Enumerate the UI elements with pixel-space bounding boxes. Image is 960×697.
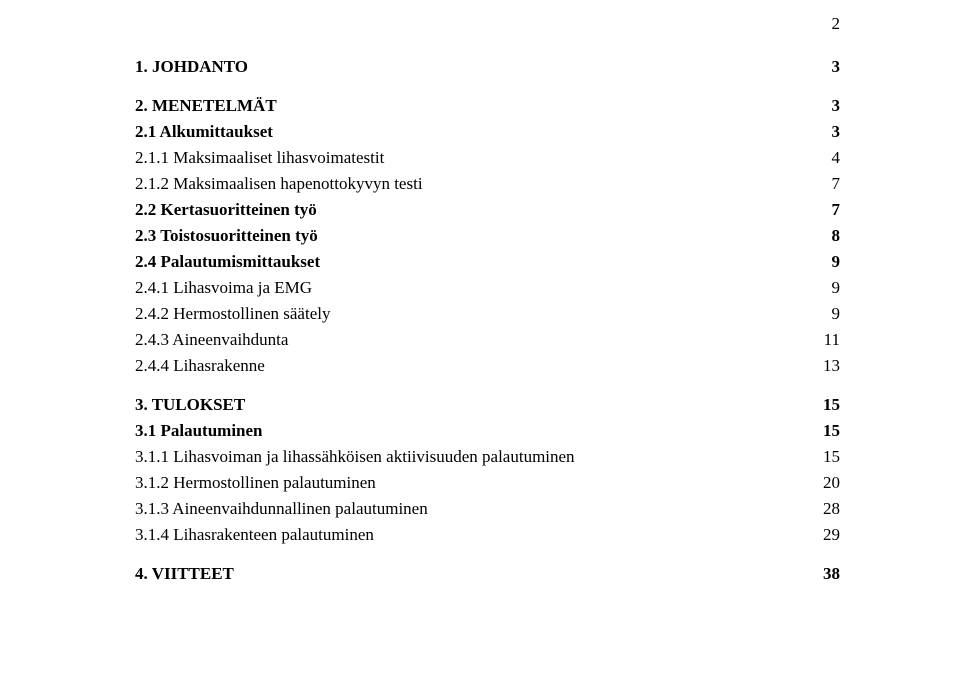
toc-entry-title: 2.4.1 Lihasvoima ja EMG bbox=[135, 279, 312, 296]
toc-entry-title: 2.1.1 Maksimaaliset lihasvoimatestit bbox=[135, 149, 384, 166]
toc-entry-title: 2.4.4 Lihasrakenne bbox=[135, 357, 265, 374]
toc-entry-title: 2.3 Toistosuoritteinen työ bbox=[135, 227, 318, 244]
toc-entry-title: 3. TULOKSET bbox=[135, 396, 245, 413]
toc-entry-title: 1. JOHDANTO bbox=[135, 58, 248, 75]
toc-entry-title: 3.1.4 Lihasrakenteen palautuminen bbox=[135, 526, 374, 543]
toc-entry-page: 9 bbox=[820, 253, 840, 270]
toc-entry: 3.1.2 Hermostollinen palautuminen 20 bbox=[135, 474, 840, 491]
toc-entry-page: 20 bbox=[820, 474, 840, 491]
toc-entry-page: 3 bbox=[820, 97, 840, 114]
toc-entry-page: 4 bbox=[820, 149, 840, 166]
toc-entry: 3.1.4 Lihasrakenteen palautuminen 29 bbox=[135, 526, 840, 543]
toc-entry-page: 11 bbox=[820, 331, 840, 348]
table-of-contents: 1. JOHDANTO32. MENETELMÄT32.1 Alkumittau… bbox=[135, 58, 840, 582]
toc-entry-page: 13 bbox=[820, 357, 840, 374]
toc-entry-title: 3.1.3 Aineenvaihdunnallinen palautuminen bbox=[135, 500, 428, 517]
toc-entry-page: 38 bbox=[820, 565, 840, 582]
toc-entry: 2. MENETELMÄT 3 bbox=[135, 97, 840, 114]
toc-entry-title: 2.4.2 Hermostollinen säätely bbox=[135, 305, 330, 322]
toc-entry-page: 9 bbox=[820, 279, 840, 296]
toc-entry: 2.1 Alkumittaukset 3 bbox=[135, 123, 840, 140]
page-number: 2 bbox=[832, 14, 841, 34]
toc-entry-page: 8 bbox=[820, 227, 840, 244]
toc-entry: 2.3 Toistosuoritteinen työ 8 bbox=[135, 227, 840, 244]
toc-entry: 3.1.1 Lihasvoiman ja lihassähköisen akti… bbox=[135, 448, 840, 465]
toc-entry-page: 15 bbox=[820, 448, 840, 465]
toc-entry-title: 2.1 Alkumittaukset bbox=[135, 123, 273, 140]
toc-entry: 2.1.1 Maksimaaliset lihasvoimatestit 4 bbox=[135, 149, 840, 166]
toc-entry: 2.4 Palautumismittaukset 9 bbox=[135, 253, 840, 270]
toc-entry-title: 3.1.2 Hermostollinen palautuminen bbox=[135, 474, 376, 491]
toc-entry-title: 2.4.3 Aineenvaihdunta bbox=[135, 331, 288, 348]
toc-entry: 3.1.3 Aineenvaihdunnallinen palautuminen… bbox=[135, 500, 840, 517]
toc-entry: 3. TULOKSET 15 bbox=[135, 396, 840, 413]
toc-entry-page: 28 bbox=[820, 500, 840, 517]
toc-entry-page: 3 bbox=[820, 123, 840, 140]
toc-entry-title: 3.1 Palautuminen bbox=[135, 422, 263, 439]
toc-entry-page: 29 bbox=[820, 526, 840, 543]
toc-entry-title: 3.1.1 Lihasvoiman ja lihassähköisen akti… bbox=[135, 448, 575, 465]
toc-entry: 2.4.2 Hermostollinen säätely 9 bbox=[135, 305, 840, 322]
toc-entry: 4. VIITTEET 38 bbox=[135, 565, 840, 582]
toc-entry: 2.4.1 Lihasvoima ja EMG 9 bbox=[135, 279, 840, 296]
toc-entry-page: 7 bbox=[820, 201, 840, 218]
toc-entry-title: 2.4 Palautumismittaukset bbox=[135, 253, 320, 270]
toc-entry-title: 2.1.2 Maksimaalisen hapenottokyvyn testi bbox=[135, 175, 423, 192]
document-page: 2 1. JOHDANTO32. MENETELMÄT32.1 Alkumitt… bbox=[0, 0, 960, 697]
toc-entry: 2.2 Kertasuoritteinen työ 7 bbox=[135, 201, 840, 218]
toc-entry-page: 3 bbox=[820, 58, 840, 75]
toc-entry-page: 15 bbox=[820, 396, 840, 413]
toc-entry: 2.4.3 Aineenvaihdunta 11 bbox=[135, 331, 840, 348]
toc-entry: 2.1.2 Maksimaalisen hapenottokyvyn testi… bbox=[135, 175, 840, 192]
toc-entry: 2.4.4 Lihasrakenne 13 bbox=[135, 357, 840, 374]
toc-entry-title: 2. MENETELMÄT bbox=[135, 97, 277, 114]
toc-entry-page: 15 bbox=[820, 422, 840, 439]
toc-entry-title: 4. VIITTEET bbox=[135, 565, 234, 582]
toc-entry-page: 9 bbox=[820, 305, 840, 322]
toc-entry: 3.1 Palautuminen 15 bbox=[135, 422, 840, 439]
toc-entry-page: 7 bbox=[820, 175, 840, 192]
toc-entry: 1. JOHDANTO 3 bbox=[135, 58, 840, 75]
toc-entry-title: 2.2 Kertasuoritteinen työ bbox=[135, 201, 317, 218]
